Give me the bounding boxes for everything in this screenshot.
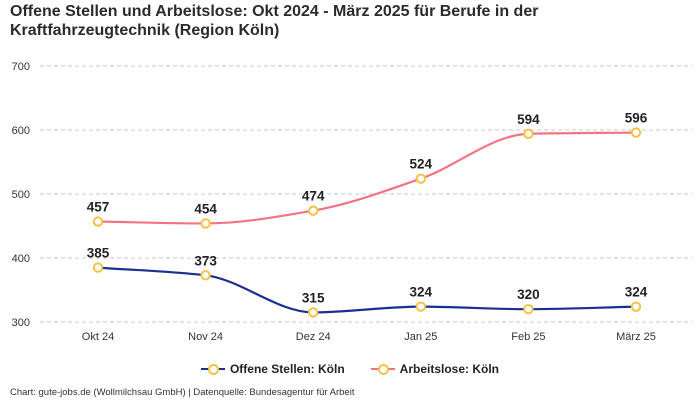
data-point[interactable] [415, 301, 426, 312]
y-tick-label: 400 [12, 253, 30, 265]
series-layer [92, 127, 642, 318]
data-label: 385 [87, 246, 110, 261]
data-label: 324 [625, 285, 648, 300]
y-tick-label: 500 [12, 189, 30, 201]
data-label: 524 [410, 157, 433, 172]
data-label: 454 [194, 201, 217, 216]
data-point[interactable] [630, 301, 642, 312]
legend-marker-icon [207, 364, 219, 375]
data-label: 596 [625, 111, 648, 126]
data-label: 320 [517, 287, 540, 302]
series-line-0 [97, 266, 637, 314]
legend-item-arbeitslose[interactable]: Arbeitslose: Köln [370, 362, 500, 376]
data-label: 474 [302, 189, 325, 204]
data-point[interactable] [630, 127, 642, 138]
data-label: 594 [517, 112, 540, 127]
legend-swatch-arbeitslose [370, 363, 395, 375]
legend-label-arbeitslose: Arbeitslose: Köln [399, 362, 500, 376]
data-labels: 385 373 315 324 320 324 457 454 474 524 594 596 [87, 111, 648, 306]
source-footer: Chart: gute-jobs.de (Wollmilchsau GmbH) … [10, 387, 355, 398]
data-point[interactable] [200, 218, 211, 229]
x-tick-label: Dez 24 [296, 331, 331, 343]
y-tick-label: 600 [12, 125, 30, 137]
data-label: 315 [302, 290, 325, 305]
x-tick-label: Feb 25 [511, 331, 545, 343]
y-axis: 700 600 500 400 300 [12, 61, 30, 329]
data-point[interactable] [415, 173, 426, 184]
data-point[interactable] [523, 128, 534, 140]
x-tick-label: März 25 [616, 331, 656, 343]
legend-item-offene-stellen[interactable]: Offene Stellen: Köln [200, 362, 345, 376]
data-label: 373 [194, 253, 217, 268]
data-point[interactable] [308, 205, 319, 216]
data-point[interactable] [92, 216, 104, 227]
legend-swatch-offene-stellen [200, 363, 225, 375]
legend-label-offene-stellen: Offene Stellen: Köln [229, 362, 345, 376]
legend-marker-icon [377, 364, 389, 375]
chart-title: Offene Stellen und Arbeitslose: Okt 2024… [10, 3, 539, 39]
data-point[interactable] [92, 262, 104, 273]
x-tick-label: Jan 25 [404, 331, 437, 343]
grid-lines [40, 65, 692, 323]
data-point[interactable] [523, 304, 534, 315]
x-tick-label: Okt 24 [82, 331, 114, 343]
data-point[interactable] [308, 307, 319, 318]
data-point[interactable] [200, 270, 211, 281]
data-label: 324 [410, 285, 433, 300]
y-tick-label: 300 [12, 317, 30, 329]
data-label: 457 [87, 200, 110, 215]
x-tick-label: Nov 24 [188, 331, 223, 343]
y-tick-label: 700 [12, 61, 30, 73]
series-line-1 [97, 131, 637, 225]
legend: Offene Stellen: Köln Arbeitslose: Köln [0, 362, 700, 376]
x-axis: Okt 24 Nov 24 Dez 24 Jan 25 Feb 25 März 25 [82, 331, 656, 343]
